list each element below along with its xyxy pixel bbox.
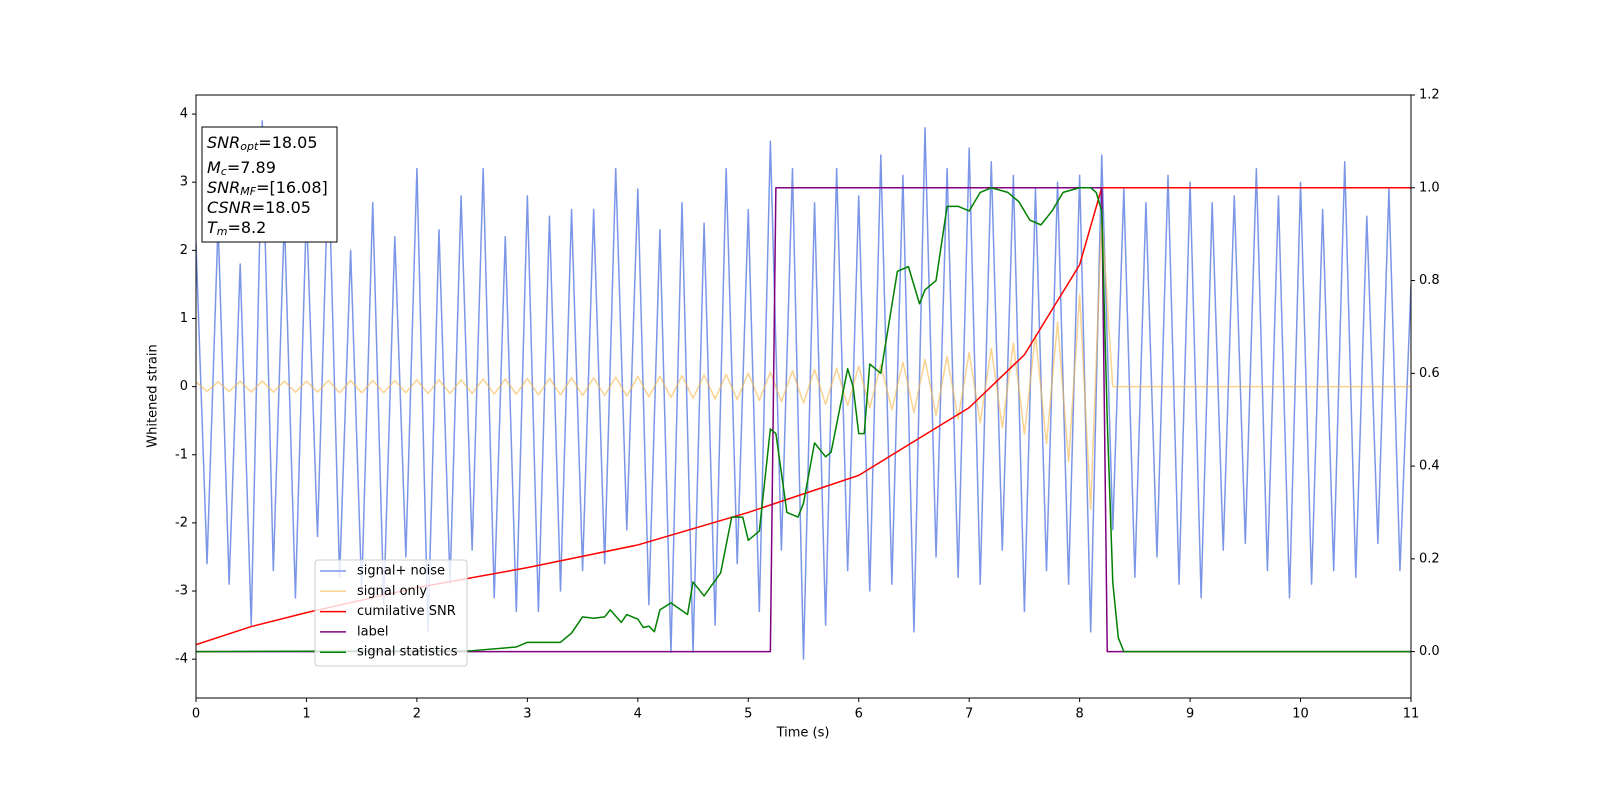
x-tick-label: 0 — [192, 707, 200, 722]
x-tick-label: 4 — [634, 707, 642, 722]
annotation-subscript: opt — [240, 140, 259, 153]
annotation: CSNR=18.05 — [207, 198, 311, 217]
annotation-frame — [201, 126, 338, 243]
legend-label: signal statistics — [357, 645, 458, 660]
y2-tick-label: 0.4 — [1419, 459, 1440, 474]
legend-frame — [314, 559, 468, 667]
x-tick-label: 5 — [744, 707, 752, 722]
x-tick-label: 11 — [1403, 707, 1420, 722]
y-tick-label: 2 — [180, 243, 188, 258]
annotation-symbol: SNR — [207, 133, 240, 152]
series-line — [196, 187, 1411, 653]
legend: signal+ noise signal only cumilative SNR la… — [314, 559, 468, 667]
annotation-subscript: m — [217, 225, 228, 238]
y2-tick-label: 0.0 — [1419, 644, 1440, 659]
annotation-symbol: M — [207, 158, 221, 177]
x-axis-label: Time (s) — [776, 726, 830, 741]
y-tick-label: 3 — [180, 175, 188, 190]
annotation-symbol: CSNR — [207, 198, 252, 217]
annotation-symbol: SNR — [207, 178, 240, 197]
series-line — [196, 215, 1411, 511]
y2-tick-label: 0.6 — [1419, 366, 1440, 381]
x-tick-label: 10 — [1292, 707, 1309, 722]
y-tick-label: 4 — [180, 107, 188, 122]
y-tick-label: 1 — [180, 311, 188, 326]
x-tick-label: 2 — [413, 707, 421, 722]
annotation: SNRMF=[16.08] — [207, 178, 328, 199]
y2-tick-label: 1.0 — [1419, 180, 1440, 195]
y2-tick-label: 1.2 — [1419, 88, 1440, 103]
y-tick-label: -4 — [175, 652, 188, 667]
annotation-subscript: c — [221, 165, 227, 178]
annotation-subscript: MF — [240, 185, 256, 198]
y-tick-label: -3 — [175, 584, 188, 599]
legend-label: signal only — [357, 584, 427, 599]
x-tick-label: 7 — [965, 707, 973, 722]
y2-tick-label: 0.2 — [1419, 551, 1440, 566]
x-tick-label: 1 — [302, 707, 310, 722]
annotation-value: =[16.08] — [256, 178, 328, 197]
annotation-value: =18.05 — [252, 198, 311, 217]
annotation-value: =7.89 — [227, 158, 276, 177]
annotation-box: SNRopt=18.05Mc=7.89SNRMF=[16.08]CSNR=18.… — [201, 126, 338, 243]
annotation-symbol: T — [207, 218, 218, 237]
y2-tick-label: 0.8 — [1419, 273, 1440, 288]
annotation: Mc=7.89 — [207, 158, 276, 179]
annotation-value: =8.2 — [228, 218, 267, 237]
legend-label: signal+ noise — [357, 564, 445, 579]
y-tick-label: -1 — [175, 447, 188, 462]
x-tick-label: 3 — [523, 707, 531, 722]
series-line — [196, 120, 1411, 660]
x-tick-label: 6 — [855, 707, 863, 722]
annotation-value: =18.05 — [258, 133, 317, 152]
annotation: SNRopt=18.05 — [207, 133, 318, 154]
plot-frame — [195, 94, 1412, 699]
legend-label: cumilative SNR — [357, 604, 456, 619]
x-tick-label: 8 — [1075, 707, 1083, 722]
annotation: Tm=8.2 — [207, 218, 266, 239]
y-axis-label: Whitened strain — [146, 344, 161, 447]
y-tick-label: -2 — [175, 515, 188, 530]
legend-label: label — [357, 624, 388, 639]
x-tick-label: 9 — [1186, 707, 1194, 722]
y-tick-label: 0 — [180, 379, 188, 394]
